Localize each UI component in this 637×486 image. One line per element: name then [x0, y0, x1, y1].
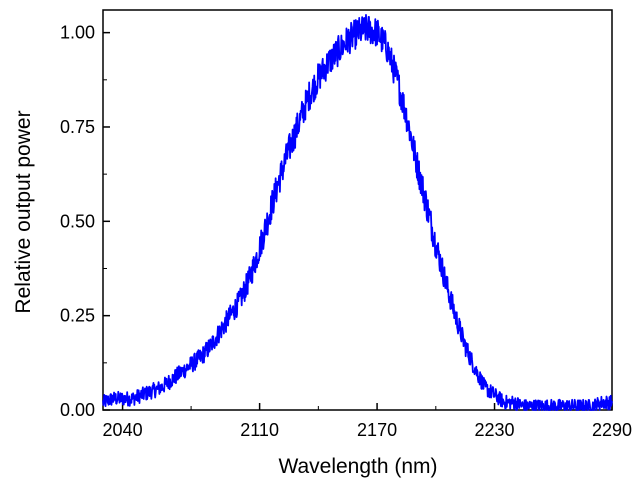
y-tick-label: 1.00 [60, 23, 95, 43]
y-tick-label: 0.75 [60, 117, 95, 137]
x-tick-label: 2110 [240, 420, 279, 440]
x-tick-label: 2290 [592, 420, 632, 440]
y-tick-label: 0.50 [60, 211, 95, 231]
y-tick-label: 0.00 [60, 400, 95, 420]
axes: 2040 2110 2170 2230 2290 0.00 0.25 0.50 0.75 1.00 [60, 9, 632, 440]
y-tick-label: 0.25 [60, 306, 95, 326]
y-axis-title: Relative output power [12, 110, 35, 313]
plot-frame [102, 9, 613, 411]
plot-area [102, 13, 613, 411]
x-tick-label: 2230 [475, 420, 515, 440]
spectrum-series-line [102, 13, 613, 411]
x-tick-label: 2040 [103, 420, 143, 440]
x-axis-title: Wavelength (nm) [278, 455, 437, 478]
x-tick-label: 2170 [357, 420, 397, 440]
